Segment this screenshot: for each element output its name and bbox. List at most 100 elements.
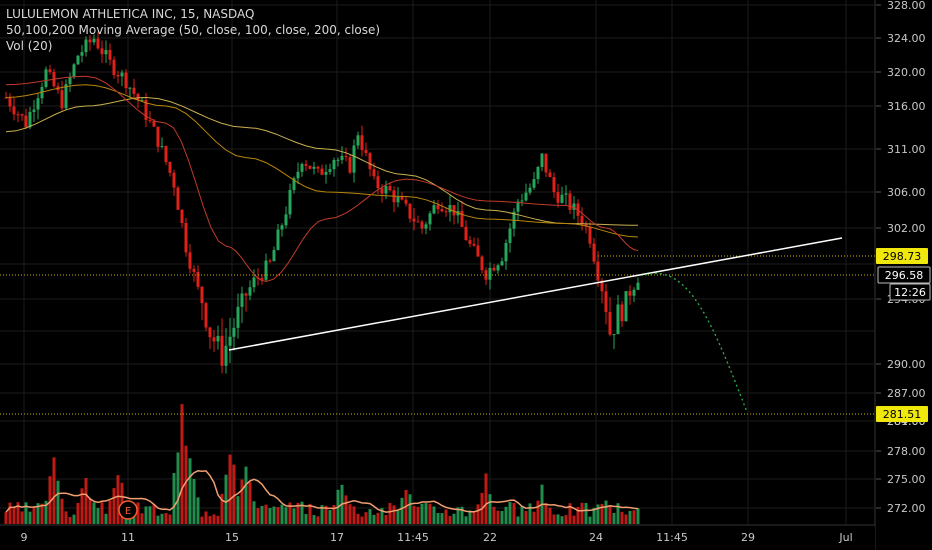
volume-bar	[412, 505, 416, 524]
volume-bar	[348, 504, 352, 524]
candle-body	[488, 267, 492, 280]
candle-body	[128, 87, 132, 89]
candle-body	[224, 345, 228, 366]
volume-bar	[332, 504, 336, 524]
volume-bar	[312, 515, 316, 524]
candle-body	[248, 287, 252, 296]
volume-bar	[232, 464, 236, 524]
volume-bar	[172, 473, 176, 524]
candle-body	[80, 52, 84, 56]
symbol-title[interactable]: LULULEMON ATHLETICA INC, 15, NASDAQ	[6, 7, 255, 21]
volume-bar	[452, 513, 456, 524]
volume-bar	[280, 504, 284, 524]
candle-body	[612, 334, 616, 336]
volume-bar	[300, 501, 304, 524]
price-tick-label: 290.00	[887, 358, 926, 371]
volume-bar	[304, 514, 308, 524]
candle-body	[352, 145, 356, 173]
candle-body	[628, 291, 632, 296]
volume-bar	[220, 493, 224, 524]
volume-bar	[68, 517, 72, 524]
candle-body	[412, 218, 416, 222]
volume-bar	[464, 516, 468, 524]
volume-bar	[216, 515, 220, 524]
candle-body	[284, 214, 288, 226]
candle-body	[76, 55, 80, 65]
volume-bar	[600, 503, 604, 524]
candle-body	[336, 159, 340, 161]
candle-body	[136, 93, 140, 101]
volume-ma-line	[5, 470, 639, 513]
earnings-event-marker[interactable]: E	[118, 500, 138, 520]
candle-body	[604, 291, 608, 313]
ma50-line	[5, 75, 639, 283]
volume-bar	[8, 502, 12, 524]
volume-bar	[308, 503, 312, 524]
time-tick-label: 9	[21, 531, 28, 544]
volume-bar	[396, 510, 400, 524]
volume-bar	[184, 445, 188, 524]
candle-body	[520, 200, 524, 202]
candle-body	[560, 194, 564, 203]
volume-bar	[260, 505, 264, 524]
volume-bar	[476, 504, 480, 524]
candle-body	[364, 149, 368, 154]
candle-body	[416, 221, 420, 223]
volume-bar	[80, 488, 84, 524]
volume-bar	[244, 466, 248, 524]
candle-body	[492, 267, 496, 271]
candle-body	[276, 229, 280, 251]
horizontal-levels	[0, 255, 875, 415]
volume-bar	[344, 495, 348, 524]
volume-bar	[612, 512, 616, 524]
candle-body	[596, 261, 600, 281]
ma100-line	[5, 84, 639, 238]
candle-body	[348, 157, 352, 173]
price-label-box	[876, 248, 928, 264]
volume-bar	[456, 507, 460, 524]
candlesticks[interactable]	[4, 31, 640, 374]
volume-bar	[424, 503, 428, 524]
volume-bar	[528, 503, 532, 524]
volume-bar	[268, 508, 272, 524]
candle-body	[116, 75, 120, 77]
candle-body	[92, 38, 96, 43]
price-tick-label: 272.00	[887, 502, 926, 515]
candle-body	[104, 49, 108, 55]
volume-bar	[320, 505, 324, 524]
candle-body	[368, 153, 372, 170]
volume-bar	[364, 512, 368, 524]
volume-bar	[316, 516, 320, 524]
volume-bar	[564, 515, 568, 524]
candle-body	[480, 256, 484, 271]
candle-body	[504, 242, 508, 262]
candle-body	[636, 282, 640, 290]
candle-body	[404, 199, 408, 204]
chart-grid	[0, 0, 876, 550]
candle-body	[312, 166, 316, 169]
candle-body	[592, 243, 596, 262]
volume-bar	[136, 502, 140, 524]
candle-body	[148, 119, 152, 121]
candle-body	[288, 189, 292, 215]
ma-indicator-legend[interactable]: 50,100,200 Moving Average (50, close, 10…	[6, 23, 381, 37]
candle-body	[384, 186, 388, 194]
candle-body	[552, 177, 556, 193]
volume-bar	[36, 503, 40, 524]
candle-body	[356, 135, 360, 146]
candle-body	[440, 209, 444, 212]
volume-bar	[388, 503, 392, 524]
volume-bar	[248, 482, 252, 524]
volume-bar	[432, 506, 436, 524]
candle-body	[320, 168, 324, 175]
trendline[interactable]	[228, 237, 843, 351]
candle-body	[432, 205, 436, 214]
candle-body	[132, 87, 136, 94]
volume-bar	[224, 474, 228, 524]
volume-indicator-legend[interactable]: Vol (20)	[6, 39, 53, 53]
time-axis[interactable]: 9 11 15 17 11:45 22 24 11:45 29 Jul	[0, 526, 875, 550]
projection-curve[interactable]	[644, 272, 748, 413]
time-tick-label: 24	[589, 531, 603, 544]
volume-bar	[512, 503, 516, 524]
